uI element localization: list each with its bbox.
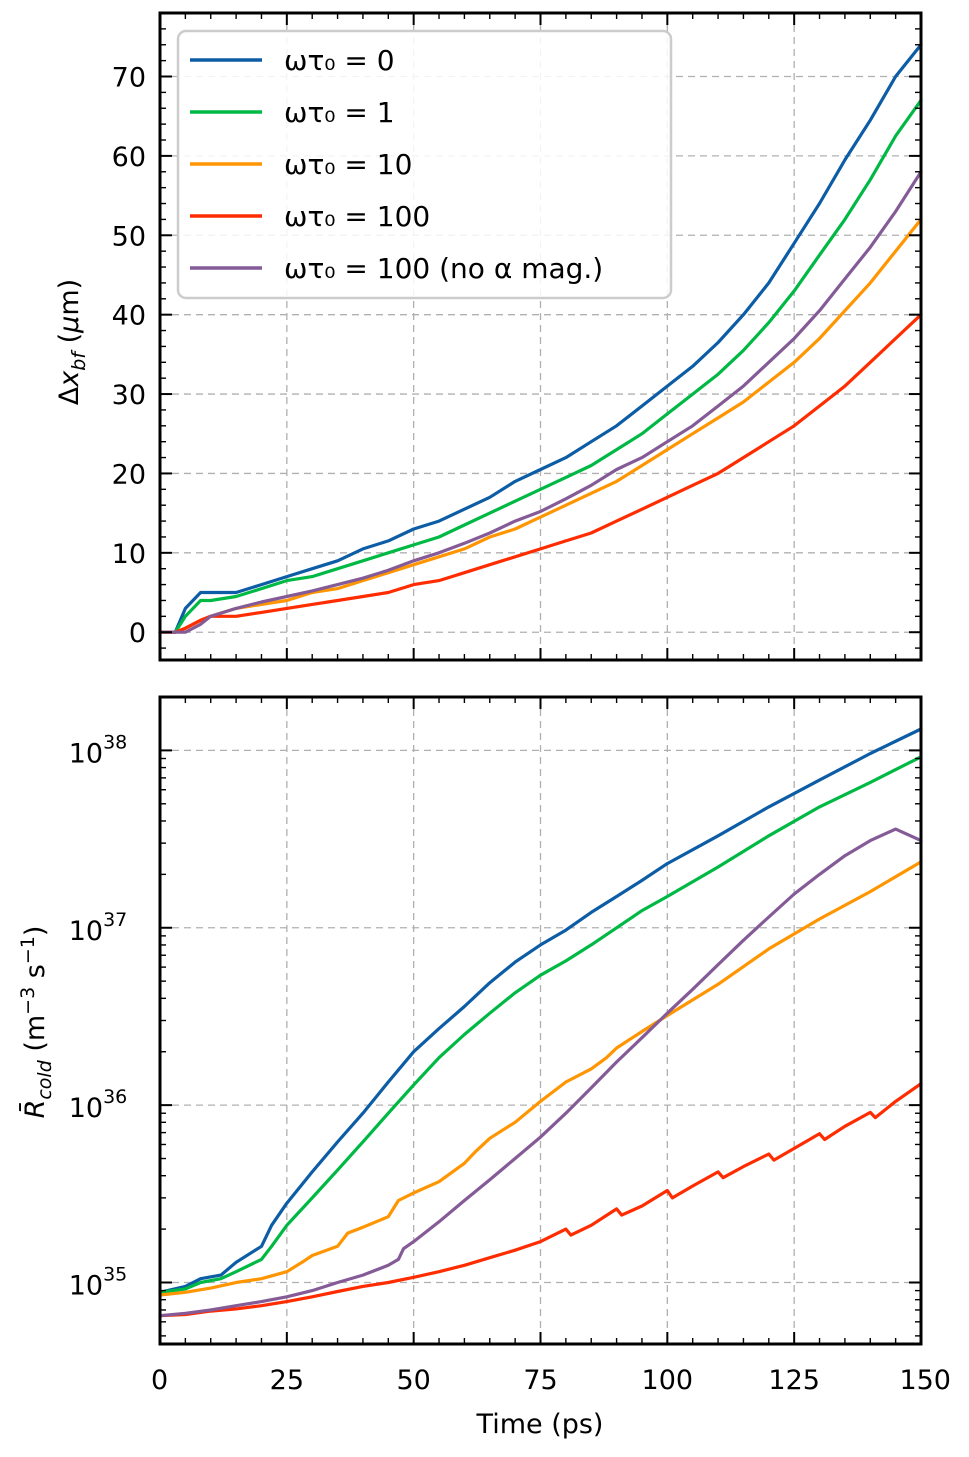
series-line-3 xyxy=(158,313,923,634)
series-line-3 xyxy=(158,1082,923,1318)
series-line-1 xyxy=(158,98,923,634)
y-tick-exponent: 37 xyxy=(103,909,127,931)
legend: ωτ₀ = 0 ωτ₀ = 1 ωτ₀ = 10 ωτ₀ = 100 ωτ₀ = 100… xyxy=(176,29,673,300)
bottom-x-axis-label: Time (ps) xyxy=(476,1409,604,1440)
y-tick-base: 10 xyxy=(69,738,103,769)
top-panel: 0 10 20 30 40 50 60 70 Δxbf (μm) ωτ₀ = 0 ωτ₀ = 1… xyxy=(54,11,923,662)
x-tick-label: 0 xyxy=(151,1365,168,1396)
legend-box xyxy=(176,29,673,300)
y-tick-label: 1035 xyxy=(69,1263,128,1301)
legend-label: ωτ₀ = 1 xyxy=(284,96,395,129)
y-tick-label: 1038 xyxy=(69,731,128,769)
y-tick-label: 60 xyxy=(112,142,146,173)
series-line-2 xyxy=(158,860,923,1297)
bottom-series xyxy=(158,727,923,1318)
series-line-0 xyxy=(158,43,923,634)
top-y-axis-label: Δxbf (μm) xyxy=(54,279,90,405)
bottom-x-tick-labels: 0 25 50 75 100 125 150 xyxy=(151,1365,951,1396)
x-tick-label: 100 xyxy=(642,1365,694,1396)
y-tick-label: 50 xyxy=(112,221,146,252)
top-y-tick-labels: 0 10 20 30 40 50 60 70 xyxy=(112,63,146,650)
y-tick-label: 1036 xyxy=(69,1086,128,1124)
legend-label: ωτ₀ = 100 xyxy=(284,200,430,233)
bottom-plot-frame xyxy=(158,695,923,1346)
x-tick-label: 125 xyxy=(768,1365,820,1396)
legend-label: ωτ₀ = 0 xyxy=(284,44,395,77)
series-line-0 xyxy=(158,727,923,1294)
y-tick-label: 70 xyxy=(112,63,146,94)
y-tick-label: 0 xyxy=(129,618,146,649)
y-tick-base: 10 xyxy=(69,1270,103,1301)
x-tick-label: 50 xyxy=(396,1365,430,1396)
y-tick-base: 10 xyxy=(69,916,103,947)
y-tick-label: 1037 xyxy=(69,909,128,947)
legend-label: ωτ₀ = 10 xyxy=(284,148,412,181)
x-tick-label: 75 xyxy=(523,1365,557,1396)
x-tick-label: 150 xyxy=(899,1365,951,1396)
legend-items: ωτ₀ = 0 ωτ₀ = 1 ωτ₀ = 10 ωτ₀ = 100 ωτ₀ = 100… xyxy=(190,44,603,285)
y-tick-label: 30 xyxy=(112,380,146,411)
series-line-4 xyxy=(158,827,923,1318)
y-tick-exponent: 35 xyxy=(103,1263,127,1285)
series-line-4 xyxy=(158,170,923,634)
legend-label: ωτ₀ = 100 (no α mag.) xyxy=(284,252,603,285)
bottom-grid xyxy=(159,697,922,1344)
bottom-y-axis-label: R̄cold (m−3 s−1) xyxy=(17,926,56,1119)
y-tick-base: 10 xyxy=(69,1093,103,1124)
y-tick-label: 20 xyxy=(112,459,146,490)
series-line-1 xyxy=(158,755,923,1294)
y-tick-exponent: 36 xyxy=(103,1086,127,1108)
y-tick-exponent: 38 xyxy=(103,731,127,753)
y-tick-label: 40 xyxy=(112,301,146,332)
y-tick-label: 10 xyxy=(112,539,146,570)
top-plot-frame xyxy=(158,11,923,662)
x-tick-label: 25 xyxy=(270,1365,304,1396)
top-series xyxy=(158,43,923,634)
